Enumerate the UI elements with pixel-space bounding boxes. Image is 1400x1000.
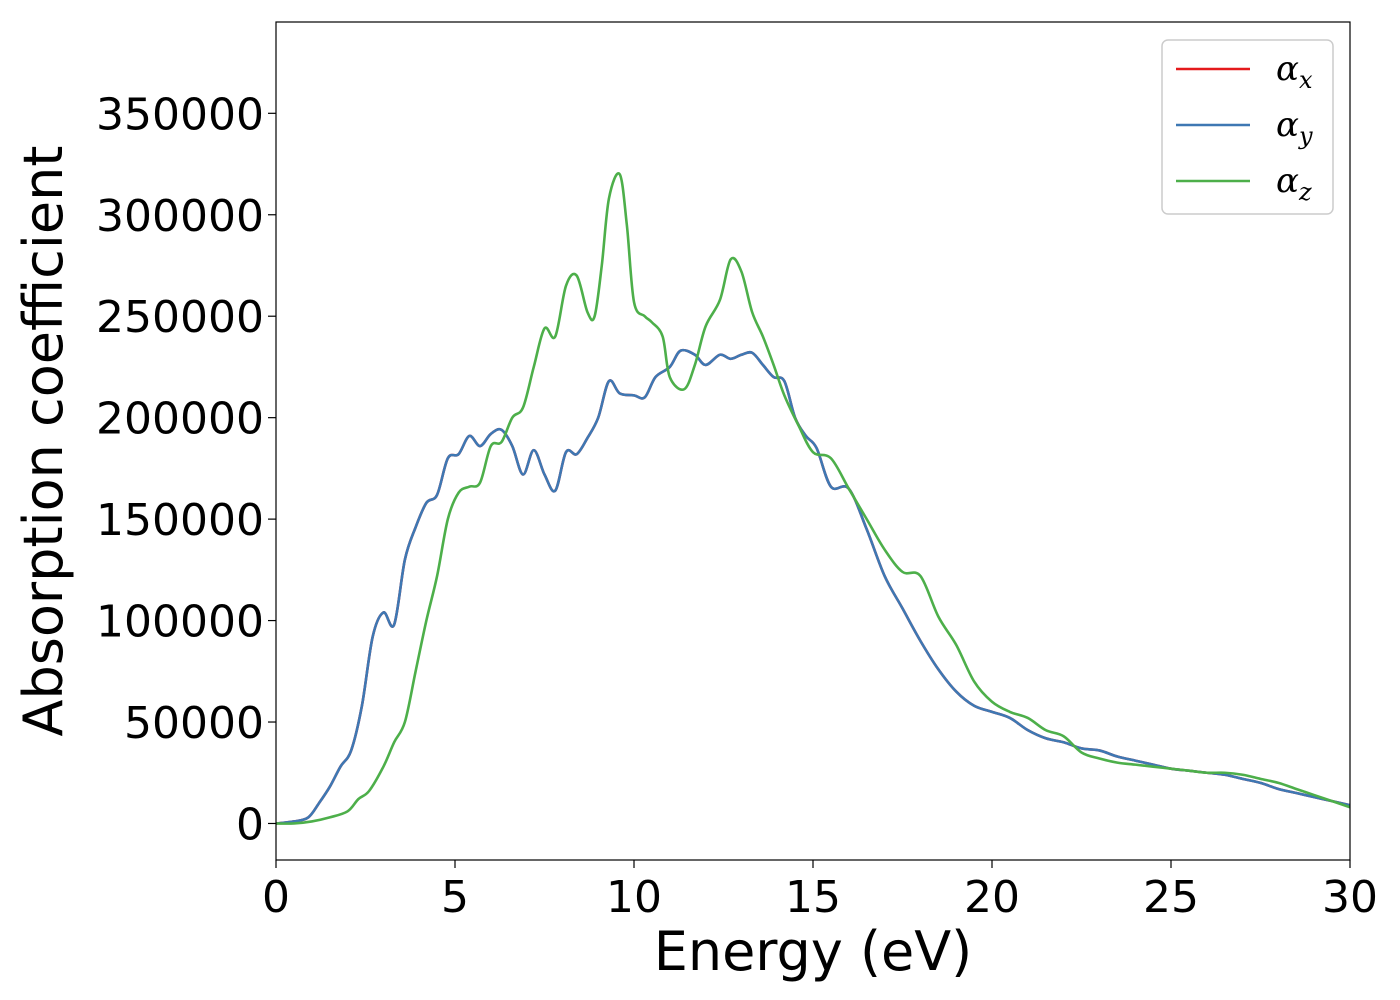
y-tick-label: 200000 xyxy=(96,394,264,445)
legend-label-alpha-z: αz xyxy=(1276,161,1312,206)
y-axis-title: Absorption coefficient xyxy=(12,146,75,737)
x-tick-label: 30 xyxy=(1322,872,1378,923)
legend-label-base: α xyxy=(1276,161,1299,201)
x-tick-label: 20 xyxy=(964,872,1020,923)
x-tick-label: 15 xyxy=(785,872,841,923)
y-tick-label: 50000 xyxy=(124,698,264,749)
legend-label-sub: z xyxy=(1298,178,1312,206)
y-tick-label: 300000 xyxy=(96,191,264,242)
legend-label-sub: x xyxy=(1299,66,1313,94)
legend-label-sub: y xyxy=(1298,122,1313,150)
legend-label-alpha-y: αy xyxy=(1276,105,1313,150)
series-line-alpha-z xyxy=(276,172,1350,825)
x-tick-label: 0 xyxy=(262,872,290,923)
x-tick-label: 25 xyxy=(1143,872,1199,923)
legend-box xyxy=(1161,39,1334,215)
series-layer xyxy=(276,172,1350,825)
legend-label-base: α xyxy=(1276,105,1299,145)
legend-label-base: α xyxy=(1276,49,1299,89)
y-tick-label: 0 xyxy=(236,799,264,850)
x-axis-title: Energy (eV) xyxy=(654,920,973,983)
y-tick-label: 150000 xyxy=(96,495,264,546)
x-axis-ticks: 0 5 10 15 20 25 30 xyxy=(262,860,1378,923)
y-tick-label: 100000 xyxy=(96,597,264,648)
legend-label-alpha-x: αx xyxy=(1276,49,1313,94)
y-tick-label: 250000 xyxy=(96,292,264,343)
series-line-alpha-y xyxy=(276,348,1350,825)
x-tick-label: 10 xyxy=(606,872,662,923)
y-tick-label: 350000 xyxy=(96,89,264,140)
y-axis-ticks: 0 50000 100000 150000 200000 250000 300000 3500… xyxy=(96,89,276,850)
x-tick-label: 5 xyxy=(441,872,469,923)
